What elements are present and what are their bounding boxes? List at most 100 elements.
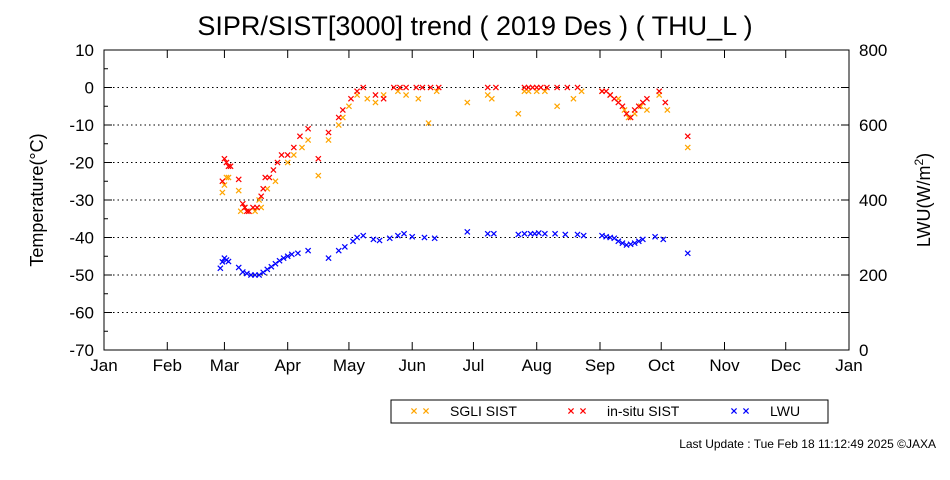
x-tick-label: Jan: [835, 356, 862, 375]
data-point-lwu: [574, 231, 581, 238]
data-point-sgli: [621, 106, 628, 114]
data-point-lwu: [580, 232, 587, 239]
legend-label-insitu: in-situ SIST: [607, 403, 680, 419]
data-point-sgli: [684, 144, 691, 151]
y-axis-label: Temperature(°C): [27, 133, 47, 266]
data-point-insitu: [339, 106, 346, 114]
data-point-insitu: [413, 84, 420, 91]
data-point-insitu: [325, 129, 332, 136]
data-point-lwu: [401, 230, 408, 237]
data-point-insitu: [219, 178, 226, 185]
data-point-lwu: [360, 232, 367, 239]
data-point-insitu: [243, 208, 250, 215]
y2-tick-label: 400: [859, 191, 887, 210]
legend-label-lwu: LWU: [770, 403, 800, 419]
data-point-sgli: [221, 181, 228, 189]
data-point-insitu: [278, 151, 285, 159]
y-ticks: 10 0 -10 -20 -30 -40 -50 -60 -70: [69, 41, 849, 360]
data-point-lwu: [541, 230, 548, 237]
data-point-insitu: [684, 133, 691, 140]
data-point-lwu: [268, 263, 275, 270]
data-point-lwu: [294, 250, 301, 257]
legend-label-sgli: SGLI SIST: [450, 403, 517, 419]
data-point-insitu: [335, 114, 342, 121]
x-tick-label: Jan: [90, 356, 117, 375]
data-point-lwu: [619, 240, 626, 247]
plot-area: [103, 49, 850, 351]
data-point-insitu: [227, 163, 234, 170]
data-point-insitu: [347, 95, 354, 102]
legend-marker-insitu: [567, 407, 587, 415]
data-point-insitu: [627, 114, 634, 121]
data-point-insitu: [305, 125, 312, 132]
data-point-sgli: [284, 159, 291, 166]
data-point-lwu: [305, 247, 312, 254]
data-point-insitu: [543, 84, 550, 91]
data-point-sgli: [235, 187, 242, 194]
data-point-insitu: [296, 133, 303, 140]
x-ticks: Jan Feb Mar Apr May Jun Jul Aug Sep Oct Nov Dec Jan: [90, 50, 863, 375]
data-point-insitu: [537, 84, 544, 91]
data-point-insitu: [396, 84, 403, 91]
data-point-lwu: [684, 250, 691, 257]
data-point-insitu: [419, 84, 426, 91]
legend-marker-cross: [742, 407, 750, 415]
data-point-lwu: [219, 258, 226, 265]
data-point-lwu: [464, 228, 471, 235]
data-point-sgli: [298, 144, 306, 151]
data-point-lwu: [225, 258, 232, 265]
data-point-insitu: [254, 204, 261, 211]
legend-marker-sgli: [410, 407, 430, 415]
data-point-lwu: [354, 234, 361, 241]
x-tick-label: Nov: [709, 356, 740, 375]
data-point-insitu: [258, 193, 265, 200]
x-tick-label: Sep: [585, 356, 615, 375]
data-point-lwu: [484, 230, 491, 237]
data-point-insitu: [484, 84, 491, 91]
series-lwu: [217, 228, 691, 279]
data-point-lwu: [599, 232, 606, 239]
data-point-insitu: [235, 176, 242, 183]
data-point-lwu: [635, 238, 642, 245]
data-point-insitu: [360, 84, 367, 91]
data-point-lwu: [521, 230, 528, 237]
y-tick-label: 0: [85, 79, 94, 98]
y-tick-label: 10: [75, 41, 94, 60]
data-point-insitu: [656, 88, 663, 95]
x-tick-label: Apr: [274, 356, 301, 375]
data-point-insitu: [380, 95, 387, 102]
data-point-lwu: [611, 235, 618, 242]
data-point-sgli: [345, 103, 352, 110]
data-point-lwu: [288, 251, 295, 258]
data-point-insitu: [372, 91, 379, 99]
data-point-lwu: [243, 270, 250, 277]
data-point-sgli: [515, 110, 522, 117]
data-point-lwu: [280, 255, 287, 262]
data-point-insitu: [662, 99, 669, 106]
data-point-insitu: [239, 200, 246, 207]
x-tick-label: Dec: [771, 356, 802, 375]
data-point-sgli: [425, 120, 432, 127]
data-point-sgli: [554, 103, 561, 110]
data-point-lwu: [660, 236, 667, 243]
data-point-lwu: [239, 268, 246, 276]
data-point-sgli: [637, 103, 644, 110]
legend: SGLI SIST in-situ SIST LWU: [390, 399, 829, 424]
data-point-lwu: [394, 232, 401, 239]
data-point-sgli: [570, 95, 577, 102]
data-point-lwu: [631, 240, 638, 247]
y-tick-label: -30: [69, 191, 94, 210]
data-point-insitu: [427, 84, 434, 91]
data-point-lwu: [256, 271, 263, 279]
y-tick-label: -50: [69, 266, 94, 285]
data-point-lwu: [515, 231, 522, 238]
data-point-insitu: [492, 84, 499, 91]
data-point-lwu: [535, 229, 542, 237]
legend-marker-cross: [410, 407, 418, 415]
data-point-lwu: [639, 236, 646, 243]
data-point-insitu: [574, 84, 581, 91]
data-point-lwu: [217, 265, 224, 272]
data-point-lwu: [431, 235, 438, 242]
data-point-sgli: [372, 99, 379, 106]
data-point-insitu: [403, 84, 410, 91]
